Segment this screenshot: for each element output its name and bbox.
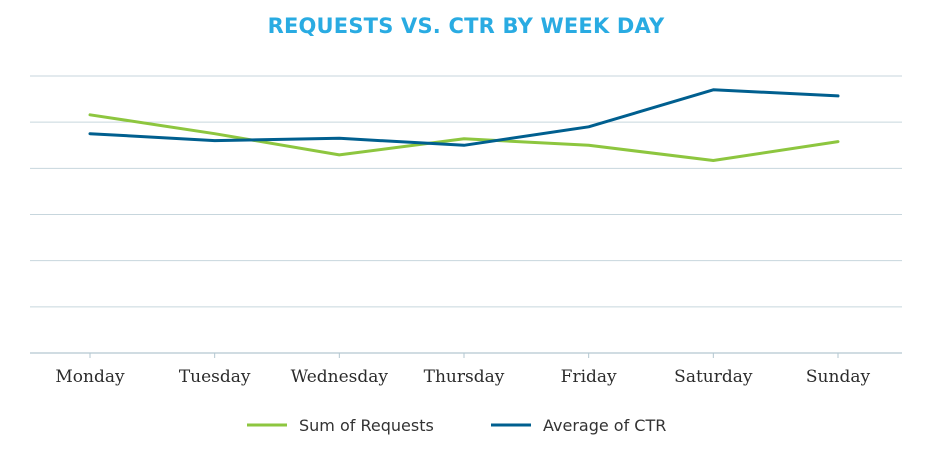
legend-label: Average of CTR bbox=[543, 416, 666, 435]
x-tick-label: Monday bbox=[55, 367, 125, 387]
x-tick-label: Thursday bbox=[424, 367, 505, 387]
gridlines bbox=[30, 75, 902, 354]
legend-item: Sum of Requests bbox=[247, 416, 434, 435]
x-tick-label: Saturday bbox=[674, 367, 753, 387]
x-tick-label: Friday bbox=[561, 367, 617, 387]
x-tick-label: Tuesday bbox=[179, 367, 251, 387]
x-tick-label: Wednesday bbox=[291, 367, 389, 387]
series-line-sum-of-requests bbox=[88, 113, 840, 162]
series-line-average-of-ctr bbox=[88, 88, 840, 147]
legend: Sum of Requests Average of CTR bbox=[247, 416, 666, 435]
series-lines bbox=[88, 88, 840, 162]
chart-title: REQUESTS VS. CTR BY WEEK DAY bbox=[267, 14, 665, 38]
x-axis-ticks: Monday Tuesday Wednesday Thursday Friday Satu… bbox=[55, 353, 870, 387]
legend-item: Average of CTR bbox=[491, 416, 666, 435]
legend-label: Sum of Requests bbox=[299, 416, 434, 435]
x-tick-label: Sunday bbox=[806, 367, 871, 387]
